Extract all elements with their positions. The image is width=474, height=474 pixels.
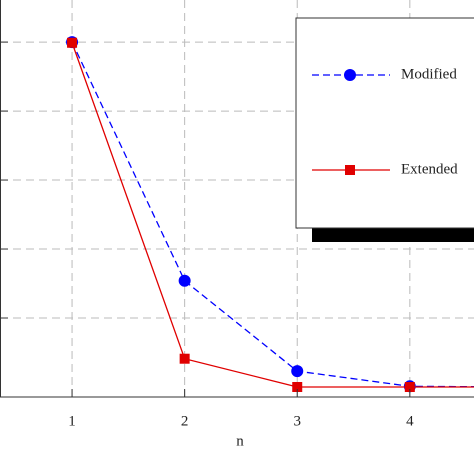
x-tick-label: 4 xyxy=(406,413,414,429)
x-tick-label: 3 xyxy=(293,413,301,429)
legend-box xyxy=(295,17,474,229)
point xyxy=(67,37,78,48)
point xyxy=(179,353,190,364)
legend-marker xyxy=(345,165,355,175)
point xyxy=(404,381,415,392)
point xyxy=(178,274,191,287)
legend-label: Extended xyxy=(401,161,458,177)
legend-label: Modified xyxy=(401,66,457,82)
plot-area xyxy=(0,0,474,397)
x-tick-label: 1 xyxy=(68,413,76,429)
legend: Modified Extended xyxy=(295,17,474,242)
x-tick-label: 2 xyxy=(181,413,189,429)
x-axis-label: n xyxy=(236,433,244,449)
point xyxy=(291,365,304,378)
point xyxy=(292,381,303,392)
legend-marker xyxy=(344,69,356,81)
